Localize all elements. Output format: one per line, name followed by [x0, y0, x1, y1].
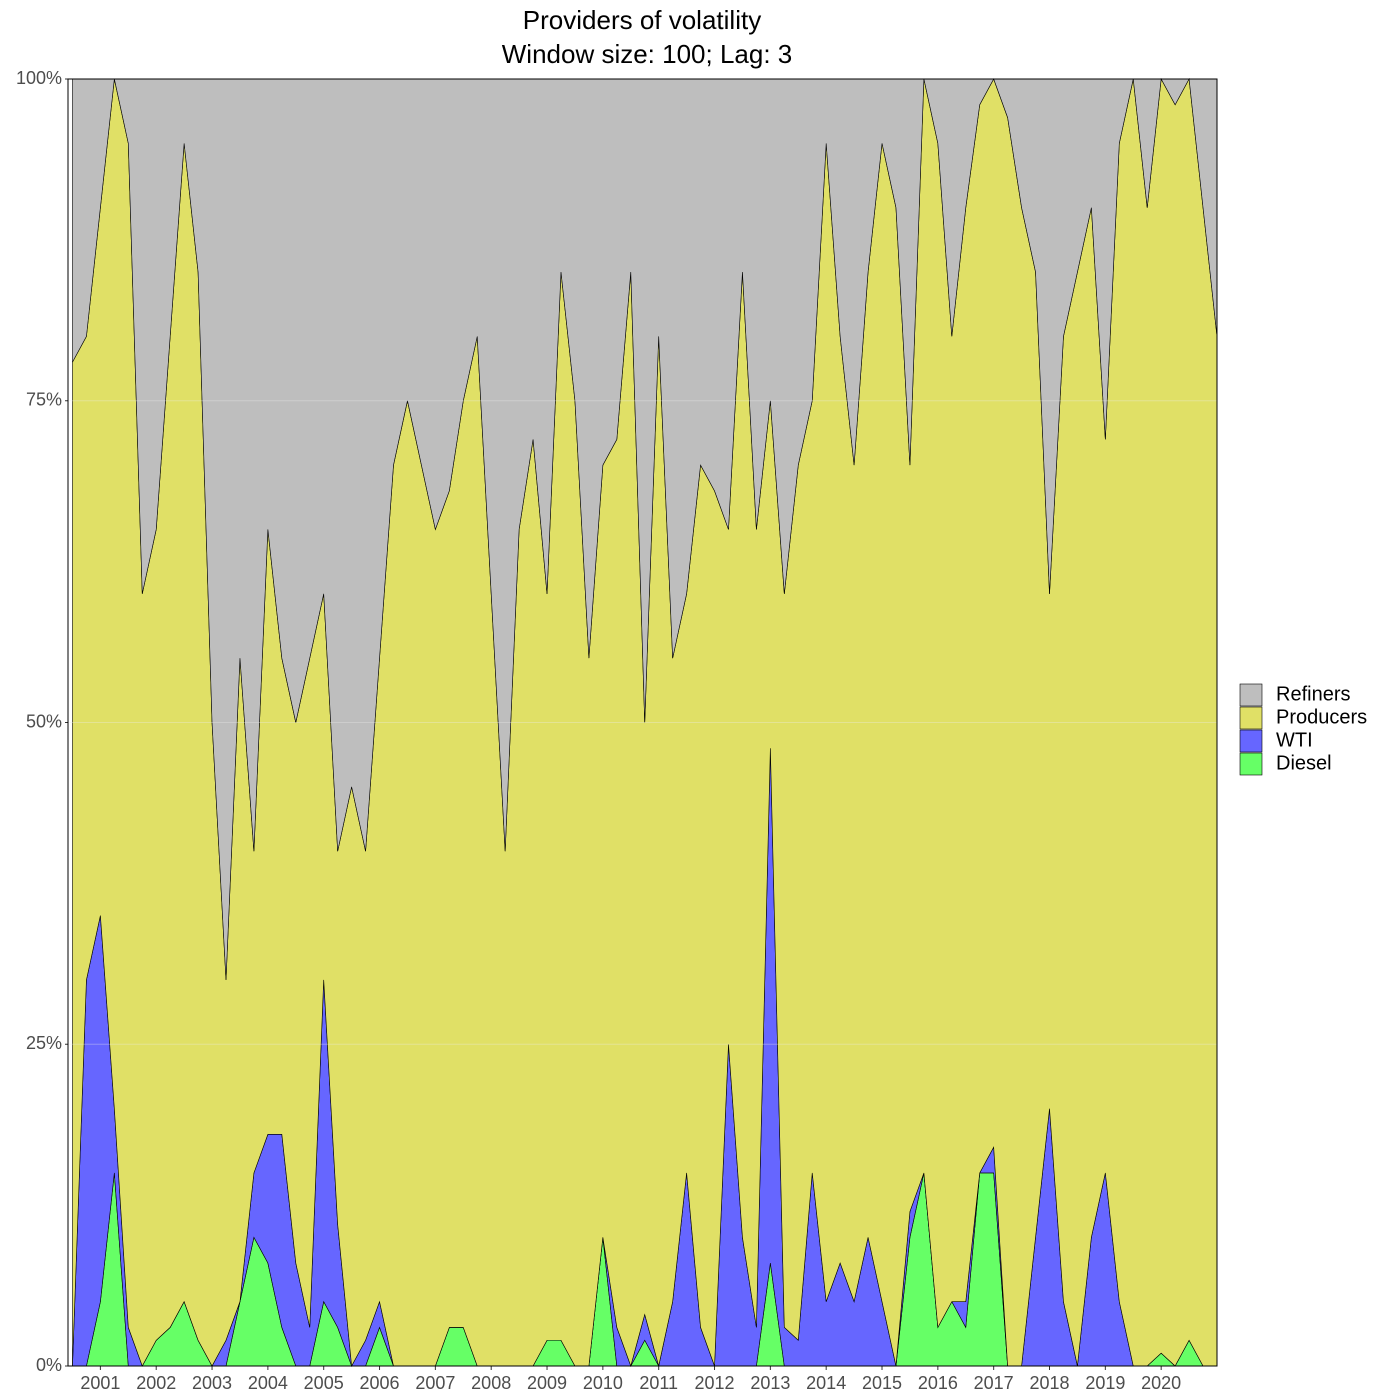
x-tick-label: 2018 [1029, 1373, 1069, 1393]
x-tick-label: 2001 [80, 1373, 120, 1393]
chart-title: Providers of volatility [523, 5, 761, 35]
legend-label: Diesel [1276, 752, 1332, 774]
x-tick-label: 2019 [1085, 1373, 1125, 1393]
legend-swatch [1239, 729, 1263, 753]
x-tick-label: 2015 [862, 1373, 902, 1393]
legend-swatch [1239, 683, 1263, 707]
x-tick-label: 2009 [527, 1373, 567, 1393]
legend-swatch [1239, 752, 1263, 776]
x-tick-label: 2008 [471, 1373, 511, 1393]
x-tick-label: 2003 [192, 1373, 232, 1393]
x-tick-label: 2010 [583, 1373, 623, 1393]
x-tick-label: 2004 [248, 1373, 288, 1393]
chart-subtitle: Window size: 100; Lag: 3 [502, 39, 793, 69]
y-tick-label: 100% [16, 68, 62, 88]
x-tick-label: 2005 [304, 1373, 344, 1393]
x-tick-label: 2007 [415, 1373, 455, 1393]
y-tick-label: 0% [36, 1355, 62, 1375]
y-tick-label: 25% [26, 1033, 62, 1053]
x-tick-label: 2011 [639, 1373, 678, 1393]
x-tick-label: 2016 [918, 1373, 958, 1393]
x-tick-label: 2014 [806, 1373, 846, 1393]
legend-label: Refiners [1276, 683, 1350, 705]
x-tick-label: 2013 [750, 1373, 790, 1393]
legend-label: WTI [1276, 729, 1313, 751]
y-tick-label: 50% [26, 711, 62, 731]
panel-border [67, 78, 1218, 1367]
legend-label: Producers [1276, 706, 1367, 728]
legend-swatch [1239, 706, 1263, 730]
x-tick-label: 2006 [360, 1373, 400, 1393]
x-tick-label: 2017 [974, 1373, 1014, 1393]
x-tick-label: 2020 [1141, 1373, 1181, 1393]
x-tick-label: 2012 [694, 1373, 734, 1393]
y-tick-label: 75% [26, 390, 62, 410]
x-tick-label: 2002 [136, 1373, 176, 1393]
